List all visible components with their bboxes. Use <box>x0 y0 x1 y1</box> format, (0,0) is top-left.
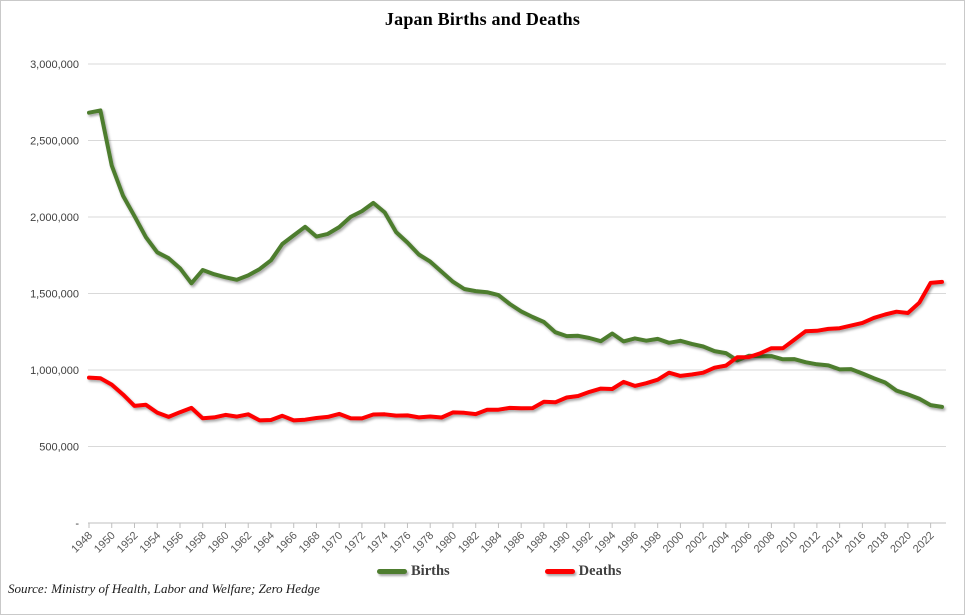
x-axis-label: 2000 <box>661 530 687 556</box>
x-axis-label: 1990 <box>547 530 573 556</box>
deaths-line <box>87 279 944 423</box>
births-line <box>87 108 944 409</box>
x-axis-label: 1958 <box>183 530 209 556</box>
legend-label-births: Births <box>411 563 450 579</box>
y-axis-label: 1,500,000 <box>30 289 79 301</box>
x-axis-label: 1954 <box>138 530 164 556</box>
legend-label-deaths: Deaths <box>578 563 622 579</box>
x-axis-label: 1970 <box>320 530 346 556</box>
x-axis-label: 1974 <box>365 530 391 556</box>
x-axis-label: 1994 <box>592 530 618 556</box>
x-axis-label: 2012 <box>797 530 823 556</box>
x-axis-label: 1950 <box>92 530 118 556</box>
x-axis-label: 1984 <box>479 530 505 556</box>
legend-item-births: Births <box>377 563 450 580</box>
x-axis-label: 1960 <box>206 530 232 556</box>
x-axis-label: 1962 <box>229 530 255 556</box>
x-axis-label: 1972 <box>342 530 368 556</box>
y-axis-label: 500,000 <box>39 442 79 454</box>
x-axis-label: 1980 <box>433 530 459 556</box>
x-axis-label: 2022 <box>911 530 937 556</box>
y-axis-labels: - 500,000 1,000,000 1,500,000 2,000,000 2,500… <box>30 59 79 530</box>
deaths-line-swatch <box>544 569 575 574</box>
y-axis-label: - <box>75 518 79 530</box>
y-axis-label: 1,000,000 <box>30 365 79 377</box>
x-axis-label: 1968 <box>297 530 323 556</box>
legend-item-deaths: Deaths <box>544 563 622 580</box>
x-axis-label: 2014 <box>820 530 846 556</box>
x-axis-label: 1982 <box>456 530 482 556</box>
x-axis-label: 2018 <box>865 530 891 556</box>
births-line-swatch <box>377 569 407 574</box>
gridlines <box>88 63 946 447</box>
x-axis-label: 1948 <box>69 530 95 556</box>
x-axis-label: 2006 <box>729 530 755 556</box>
x-axis-label: 1986 <box>502 530 528 556</box>
x-axis-label: 1998 <box>638 530 664 556</box>
x-axis-label: 1978 <box>411 530 437 556</box>
x-axis-label: 1988 <box>524 530 550 556</box>
x-axis-label: 1964 <box>251 530 277 556</box>
legend: Births Deaths <box>377 563 621 580</box>
y-axis-label: 2,500,000 <box>30 136 79 148</box>
source-note: Source: Ministry of Health, Labor and We… <box>8 581 320 596</box>
x-axis-label: 1996 <box>615 530 641 556</box>
x-axis-label: 1976 <box>388 530 414 556</box>
x-axis-label: 1956 <box>160 530 186 556</box>
x-axis-label: 2010 <box>774 530 800 556</box>
y-axis-label: 3,000,000 <box>30 59 79 71</box>
series-lines <box>87 108 944 423</box>
x-axis-label: 2016 <box>843 530 869 556</box>
x-axis-label: 1952 <box>115 530 141 556</box>
x-axis-label: 2002 <box>683 530 709 556</box>
chart-title: Japan Births and Deaths <box>384 9 581 29</box>
x-axis-label: 2004 <box>706 530 732 556</box>
x-axis-label: 2020 <box>888 530 914 556</box>
x-axis-label: 2008 <box>752 530 778 556</box>
x-axis: 1948195019521954195619581960196219641966… <box>69 522 946 556</box>
y-axis-label: 2,000,000 <box>30 212 79 224</box>
x-axis-label: 1966 <box>274 530 300 556</box>
x-axis-label: 1992 <box>570 530 596 556</box>
